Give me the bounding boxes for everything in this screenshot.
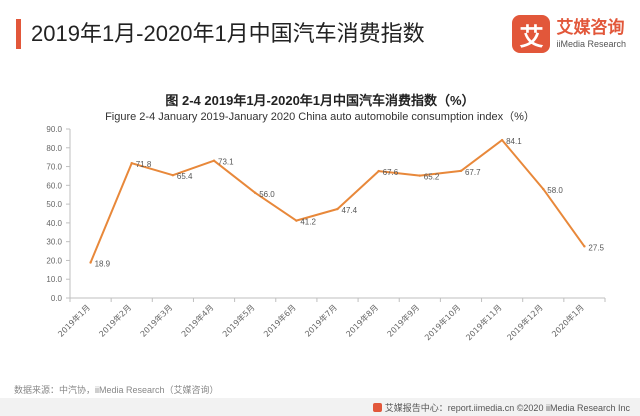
line-chart: 0.0 10.0 20.0 30.0 40.0 50.0 60.0 70.0 80.0 90.0 2… (46, 125, 606, 342)
iimedia-logo: 艾 艾媒咨询 iiMedia Research (512, 15, 626, 53)
data-label: 71.8 (136, 160, 152, 169)
data-label: 67.6 (383, 168, 399, 177)
x-tick-label: 2019年7月 (303, 302, 339, 338)
x-tick-label: 2019年10月 (422, 302, 462, 342)
data-label: 84.1 (506, 137, 522, 146)
x-tick-label: 2019年11月 (464, 302, 504, 342)
logo-en-name: iiMedia Research (556, 39, 626, 49)
logo-cn-name: 艾媒咨询 (556, 18, 625, 37)
data-label: 27.5 (588, 243, 604, 252)
x-tick-label: 2019年8月 (344, 302, 380, 338)
footer-text: 艾媒报告中心：report.iimedia.cn ©2020 iiMedia R… (372, 401, 630, 414)
logo-text: 艾媒咨询 iiMedia Research (556, 18, 626, 50)
y-tick-label: 70.0 (46, 163, 62, 172)
x-tick-label: 2019年3月 (138, 302, 174, 338)
data-point (130, 161, 133, 165)
data-point (418, 174, 422, 177)
page-title: 2019年1月-2020年1月中国汽车消费指数 (31, 21, 425, 46)
series-line (89, 139, 586, 263)
x-tick-label: 2019年5月 (220, 302, 256, 338)
data-label: 65.4 (177, 172, 193, 181)
data-label: 58.0 (547, 186, 563, 195)
footer-label: 艾媒报告中心：report.iimedia.cn ©2020 iiMedia R… (384, 403, 630, 413)
y-tick-label: 10.0 (46, 275, 62, 284)
data-point (89, 261, 92, 264)
chart-subtitle: Figure 2-4 January 2019-January 2020 Chi… (105, 111, 535, 123)
data-point (459, 169, 463, 173)
data-label: 56.0 (259, 190, 275, 199)
data-label: 67.7 (465, 168, 481, 177)
chart-title: 图 2-4 2019年1月-2020年1月中国汽车消费指数（%） (165, 93, 475, 108)
data-point (336, 207, 339, 211)
data-point (295, 219, 298, 222)
x-tick-label: 2019年9月 (385, 302, 421, 338)
y-tick-label: 40.0 (46, 219, 62, 228)
x-tick-label: 2020年1月 (549, 302, 585, 338)
data-label: 65.2 (424, 173, 440, 182)
y-tick-label: 0.0 (51, 294, 63, 303)
y-tick-label: 50.0 (46, 200, 62, 209)
data-point (377, 169, 380, 173)
data-label: 73.1 (218, 158, 234, 167)
data-point (253, 191, 257, 195)
x-tick-label: 2019年12月 (505, 302, 545, 342)
y-tick-label: 80.0 (46, 144, 62, 153)
x-tick-label: 2019年6月 (261, 302, 297, 338)
data-point (212, 159, 216, 162)
data-point (583, 245, 586, 248)
data-point (500, 138, 504, 142)
y-tick-label: 20.0 (46, 256, 62, 265)
y-tick-label: 30.0 (46, 238, 62, 247)
x-tick-label: 2019年1月 (56, 302, 92, 338)
logo-mark-icon: 艾 (512, 15, 551, 53)
data-label: 41.2 (300, 218, 316, 227)
data-source: 数据来源：中汽协，iiMedia Research（艾媒咨询） (14, 385, 219, 395)
title-accent-bar (16, 19, 21, 49)
x-tick-label: 2019年2月 (97, 302, 133, 338)
data-point (542, 187, 545, 191)
data-point (171, 173, 175, 177)
data-label: 18.9 (95, 260, 111, 269)
data-label: 47.4 (342, 206, 358, 215)
footer-bar: 艾媒报告中心：report.iimedia.cn ©2020 iiMedia R… (0, 398, 640, 416)
x-tick-label: 2019年4月 (179, 302, 215, 338)
report-center-icon (372, 403, 382, 412)
y-tick-label: 90.0 (46, 125, 62, 134)
y-tick-label: 60.0 (46, 181, 62, 190)
